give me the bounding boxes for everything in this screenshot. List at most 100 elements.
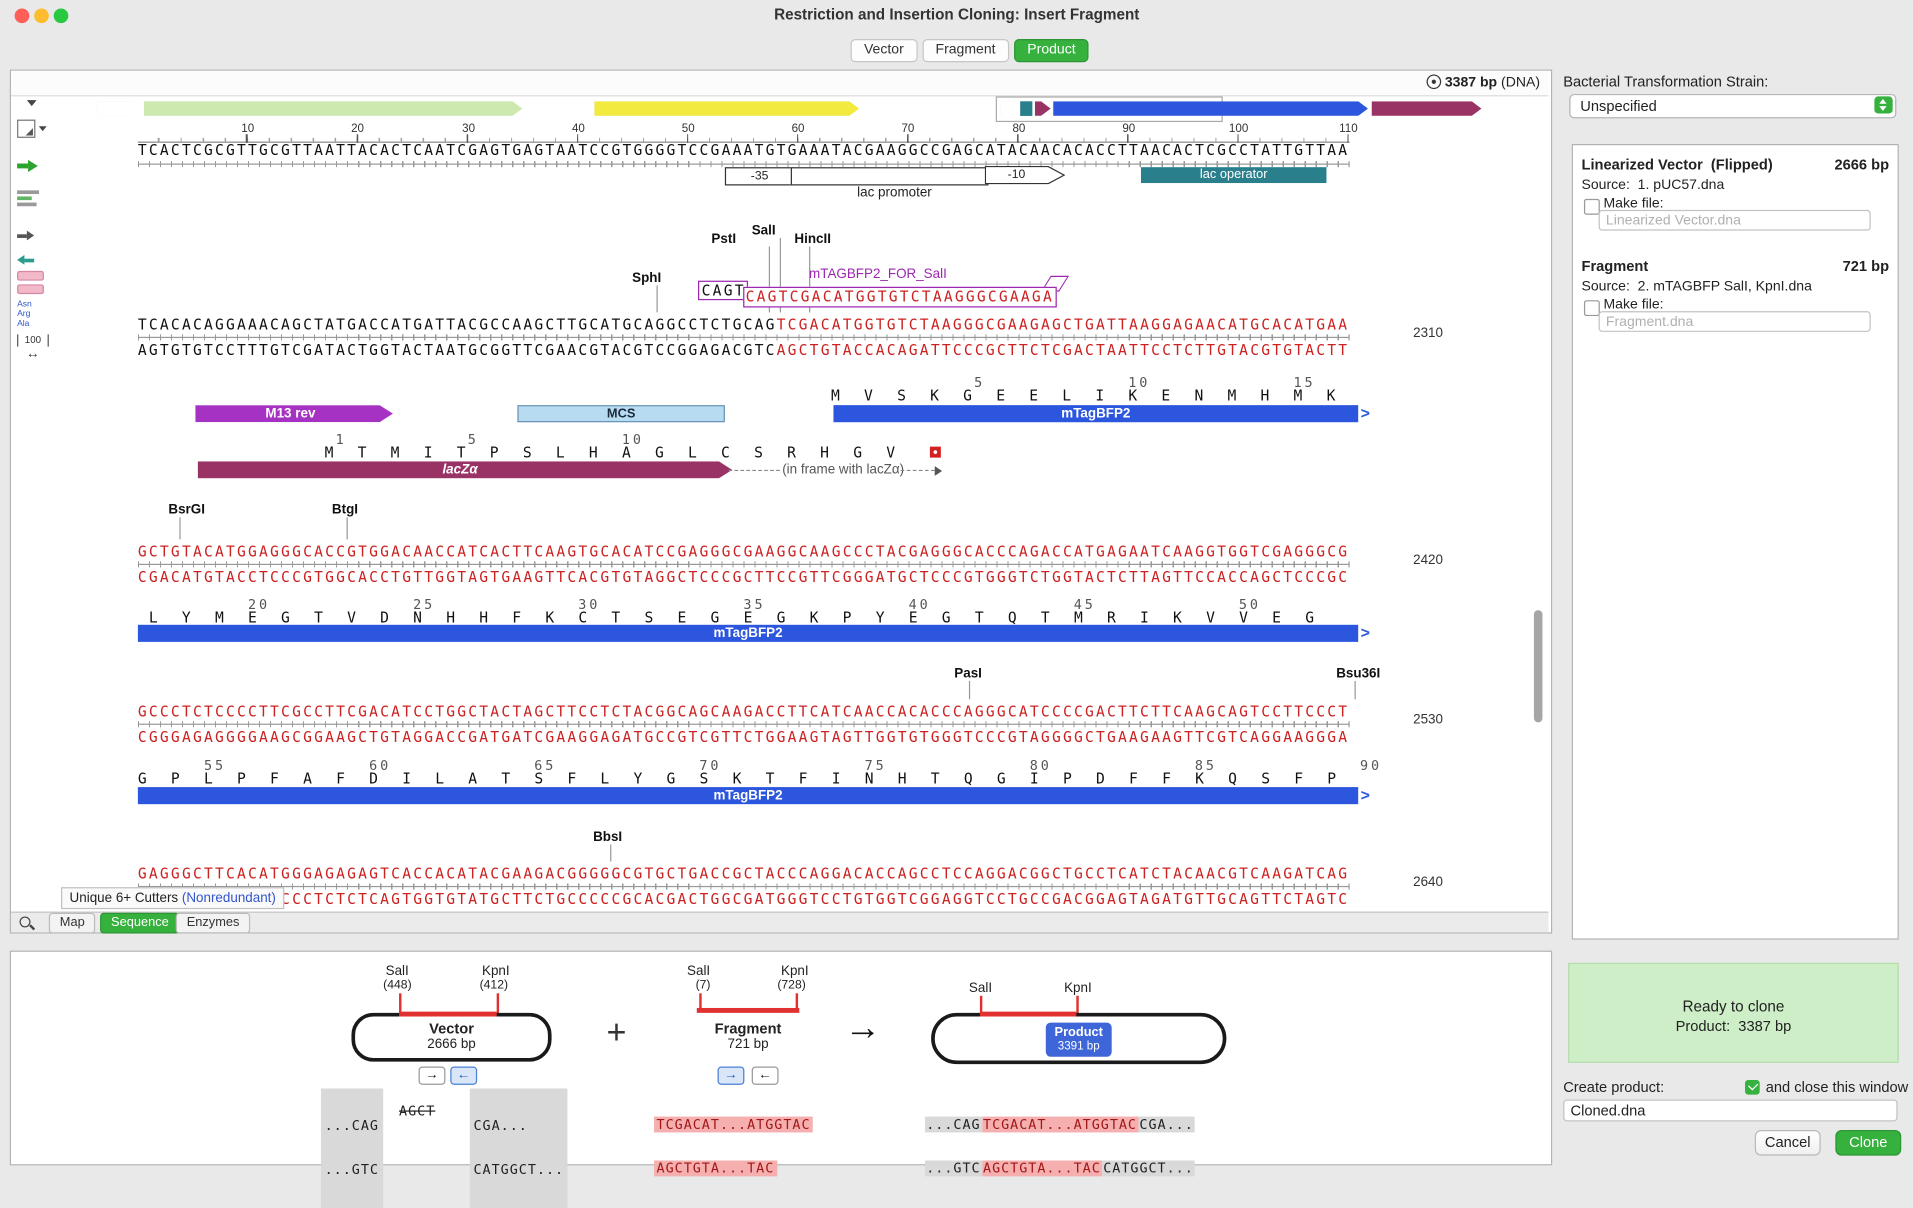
measure-tool-icon[interactable]: 100 ↔	[17, 334, 49, 361]
fragment-end-sequences: TCGACAT...ATGGTAC AGCTGTA...TAC	[654, 1089, 813, 1206]
promoter-spacer-box[interactable]	[790, 167, 989, 186]
stepper-icon[interactable]	[1874, 96, 1893, 114]
primer-sequence-box[interactable]: CAGTCGACATGGTGTCTAAGGGCGAAGA	[743, 286, 1057, 308]
ruler: 10 20 30 40 50 60 70 80 90 100 110	[241, 122, 1358, 136]
fragment-file-input[interactable]	[1598, 311, 1871, 332]
product-junction-sequences: ...CAG TCGACAT...ATGGTAC CGA... ...GTC AGCT…	[924, 1116, 1196, 1177]
enzyme-label-btgi[interactable]: BtgI	[331, 502, 359, 518]
feature-mcs[interactable]: MCS	[517, 405, 725, 423]
sequence-row[interactable]: GAGGGCTTCACATGGGAGAGAGTCACCACATACGAAGACG…	[137, 865, 1350, 883]
enzyme-label-sphi[interactable]: SphI	[632, 270, 662, 286]
enzyme-label-hincii[interactable]: HincII	[794, 231, 831, 247]
tab-product[interactable]: Product	[1013, 39, 1090, 63]
feature-mtagbfp2[interactable]: mTagBFP2	[137, 624, 1359, 642]
sequence-row[interactable]: TCACACAGGAAACAGCTATGACCATGATTACGCCAAGCTT…	[137, 316, 1350, 334]
flip-tool-icon[interactable]	[17, 119, 47, 138]
tab-fragment[interactable]: Fragment	[922, 39, 1009, 63]
minus10-arrow-box[interactable]	[984, 165, 1066, 185]
fragment-section-bp: 721 bp	[1842, 257, 1890, 275]
product-cut-tick	[1076, 995, 1079, 1015]
minus10-label: -10	[1007, 168, 1026, 182]
vector-reverse-button[interactable]: ←	[450, 1066, 478, 1085]
cancel-button[interactable]: Cancel	[1754, 1129, 1821, 1156]
product-filename-input[interactable]	[1563, 1099, 1898, 1122]
view-tab-sequence[interactable]: Sequence	[100, 912, 180, 934]
sequence-row[interactable]: CGACATGTACCTCCCGTGGCACCTGTTGGTAGTGAAGTTC…	[137, 568, 1350, 586]
enzyme-label-psti[interactable]: PstI	[711, 231, 737, 247]
feature-continuation-icon: >	[1360, 403, 1370, 423]
feature-lacza[interactable]: lacZα	[198, 461, 732, 478]
primer-name-label[interactable]: mTAGBFP2_FOR_SalI	[809, 267, 947, 282]
sequence-row[interactable]: CTCCCGAAGTGTACCCTCTCTCAGTGGTGTATGCTTCTGC…	[137, 892, 1350, 908]
close-window-checkbox[interactable]	[1745, 1079, 1760, 1095]
vector-file-input[interactable]	[1598, 209, 1871, 231]
view-tab-enzymes[interactable]: Enzymes	[175, 912, 251, 934]
vector-section-bp: 2666 bp	[1834, 156, 1890, 174]
aa-numbers: 5 10 15	[831, 374, 1316, 391]
fragment-make-file-checkbox[interactable]	[1583, 300, 1600, 317]
sequence-length: 3387 bp	[1444, 75, 1498, 91]
product-insert-segment	[979, 1011, 1077, 1017]
lac-operator-feature[interactable]: lac operator	[1140, 167, 1327, 184]
vector-site-kpni-label: KpnI	[482, 964, 510, 979]
toolbar-collapse-icon[interactable]	[26, 100, 37, 107]
vertical-scrollbar-thumb[interactable]	[1533, 610, 1543, 723]
strain-select[interactable]: Unspecified	[1569, 93, 1897, 119]
close-window-label: and close this window	[1765, 1078, 1909, 1096]
fragment-reverse-button[interactable]: ←	[751, 1066, 779, 1085]
alignment-rows-icon[interactable]	[17, 190, 40, 207]
sequence-length-display: 3387 bp (DNA)	[1269, 74, 1540, 90]
exchange-arrows-icon[interactable]	[17, 225, 35, 271]
search-icon[interactable]	[19, 916, 36, 931]
enzyme-label-bsu36i[interactable]: Bsu36I	[1336, 666, 1381, 681]
fragment-make-file-label: Make file:	[1603, 297, 1664, 313]
product-badge: Product 3391 bp	[1045, 1022, 1112, 1057]
sequence-row[interactable]: CGGGAGAGGGGAAGCGGAAGCTGTAGGACCGATGATCGAA…	[137, 728, 1350, 746]
feature-m13-rev[interactable]: M13 rev	[195, 405, 393, 422]
sequence-row[interactable]: TCACTCGCGTTGCGTTAATTACACTCAATCGAGTGAGTAA…	[137, 141, 1350, 159]
feature-mtagbfp2[interactable]: mTagBFP2	[137, 787, 1359, 805]
clone-button[interactable]: Clone	[1835, 1129, 1902, 1156]
feature-mtagbfp2[interactable]: mTagBFP2	[833, 405, 1359, 423]
close-window-button[interactable]	[14, 8, 30, 24]
enzyme-label-sali[interactable]: SalI	[751, 223, 776, 238]
vector-insert-gap	[399, 1011, 497, 1017]
strain-label: Bacterial Transformation Strain:	[1563, 73, 1769, 91]
fragment-source: Source: 2. mTAGBFP SalI, KpnI.dna	[1581, 279, 1812, 295]
tab-vector[interactable]: Vector	[850, 39, 918, 63]
position-number: 2310	[1413, 325, 1443, 341]
enzyme-cut-line	[968, 680, 971, 700]
minimize-window-button[interactable]	[34, 8, 49, 24]
fragment-forward-button[interactable]: →	[717, 1066, 745, 1085]
base-ticks	[137, 561, 1350, 568]
vector-cut-tick	[399, 993, 402, 1015]
minus35-box[interactable]: -35	[724, 167, 795, 186]
sequence-row[interactable]: AGTGTGTCCTTTGTCGATACTGGTACTAATGCGGTTCGAA…	[137, 341, 1350, 359]
spread-arrow-icon: ↔	[26, 346, 40, 362]
primer-head-box[interactable]: CAGT	[698, 280, 749, 301]
enzyme-label-pasi[interactable]: PasI	[954, 666, 982, 681]
vector-make-file-checkbox[interactable]	[1583, 198, 1600, 215]
view-tab-map[interactable]: Map	[48, 912, 96, 934]
sequence-row[interactable]: GCCCTCTCCCCTTCGCCTTCGACATCCTGGCTACTAGCTT…	[137, 702, 1350, 720]
vector-site-kpni-pos: (412)	[479, 978, 509, 993]
vector-cut-tick	[496, 993, 500, 1015]
zoom-window-button[interactable]	[53, 8, 69, 24]
nonredundant-toggle[interactable]: (Nonredundant)	[181, 890, 276, 906]
enzyme-cut-line	[610, 844, 612, 862]
strand-arrow-icon[interactable]	[17, 156, 38, 178]
cutters-overlay[interactable]: Unique 6+ Cutters (Nonredundant)	[61, 887, 285, 910]
amino-acid-display-icon[interactable]: Asn Arg Ala	[17, 300, 32, 329]
vector-forward-button[interactable]: →	[418, 1066, 446, 1085]
in-frame-label: (in frame with lacZα)	[782, 462, 905, 478]
primer-pair-icon[interactable]	[17, 270, 44, 295]
product-site-kpni-label: KpnI	[1064, 981, 1092, 996]
enzyme-label-bbsi[interactable]: BbsI	[593, 829, 623, 845]
sequence-row[interactable]: GCTGTACATGGAGGGCACCGTGGACAACCATCACTTCAAG…	[137, 543, 1350, 561]
minimap-feature-blue-arrow	[1053, 101, 1368, 116]
stop-codon	[929, 446, 941, 458]
vector-backbone	[351, 1012, 552, 1062]
position-number: 2420	[1413, 552, 1443, 568]
enzyme-label-bsrgi[interactable]: BsrGI	[168, 502, 205, 518]
vector-source: Source: 1. pUC57.dna	[1581, 178, 1725, 193]
